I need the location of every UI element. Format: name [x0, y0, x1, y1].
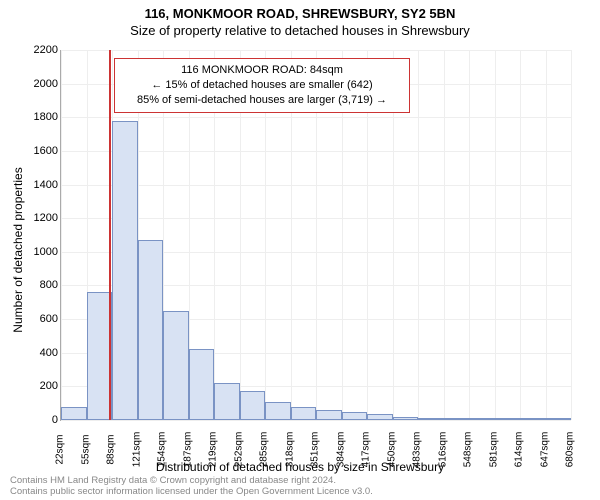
y-tick-label: 400	[24, 347, 58, 359]
histogram-bar	[316, 410, 342, 420]
property-marker-line	[109, 50, 111, 420]
y-tick-label: 800	[24, 279, 58, 291]
chart-subtitle: Size of property relative to detached ho…	[0, 21, 600, 38]
y-tick-label: 1800	[24, 111, 58, 123]
histogram-bar	[163, 311, 189, 420]
gridline-v	[495, 50, 496, 420]
y-tick-label: 1400	[24, 179, 58, 191]
y-tick-label: 2200	[24, 44, 58, 56]
chart-title: 116, MONKMOOR ROAD, SHREWSBURY, SY2 5BN	[0, 0, 600, 21]
histogram-bar	[265, 402, 291, 421]
histogram-bar	[393, 417, 419, 420]
gridline-v	[546, 50, 547, 420]
histogram-bar	[240, 391, 266, 420]
histogram-bar	[291, 407, 317, 420]
histogram-bar	[112, 121, 138, 420]
histogram-bar	[342, 412, 368, 420]
annotation-line-1: 116 MONKMOOR ROAD: 84sqm	[123, 63, 401, 78]
histogram-bar	[61, 407, 87, 420]
histogram-bar	[546, 418, 572, 420]
histogram-bar	[138, 240, 164, 420]
histogram-bar	[214, 383, 240, 420]
gridline-v	[444, 50, 445, 420]
property-size-chart: 116, MONKMOOR ROAD, SHREWSBURY, SY2 5BN …	[0, 0, 600, 500]
annotation-line-3: 85% of semi-detached houses are larger (…	[123, 93, 401, 108]
y-tick-label: 0	[24, 414, 58, 426]
y-tick-label: 1600	[24, 145, 58, 157]
gridline-v	[571, 50, 572, 420]
gridline-v	[520, 50, 521, 420]
footer-attribution: Contains HM Land Registry data © Crown c…	[10, 476, 373, 498]
gridline-h	[61, 420, 571, 421]
y-tick-label: 1000	[24, 246, 58, 258]
x-axis-label: Distribution of detached houses by size …	[0, 460, 600, 474]
histogram-bar	[469, 418, 495, 420]
marker-annotation: 116 MONKMOOR ROAD: 84sqm ← 15% of detach…	[114, 58, 410, 113]
histogram-bar	[495, 418, 521, 420]
histogram-bar	[520, 418, 546, 420]
gridline-v	[469, 50, 470, 420]
histogram-bar	[367, 414, 393, 420]
gridline-v	[61, 50, 62, 420]
footer-line-2: Contains public sector information licen…	[10, 487, 373, 498]
histogram-bar	[418, 418, 444, 420]
histogram-bar	[189, 349, 215, 420]
annotation-line-2: ← 15% of detached houses are smaller (64…	[123, 78, 401, 93]
y-tick-label: 600	[24, 313, 58, 325]
y-tick-label: 2000	[24, 78, 58, 90]
y-tick-label: 1200	[24, 212, 58, 224]
gridline-v	[418, 50, 419, 420]
y-axis-label: Number of detached properties	[11, 167, 25, 332]
y-tick-label: 200	[24, 380, 58, 392]
histogram-bar	[444, 418, 470, 420]
